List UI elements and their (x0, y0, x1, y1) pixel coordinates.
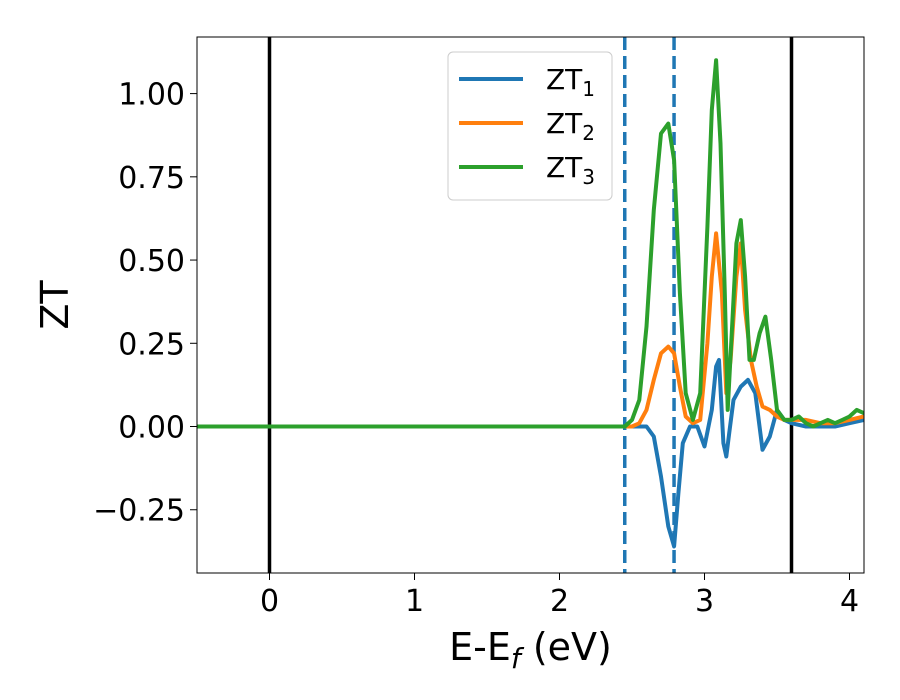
legend: ZT1 ZT2 ZT3 (447, 51, 613, 201)
series-line-2 (197, 231, 864, 429)
x-tick-label-4: 4 (840, 584, 859, 619)
y-axis-ticks: −0.25 0.00 0.25 0.50 0.75 1.00 (93, 78, 197, 529)
x-axis-ticks: 0 1 2 3 4 (260, 573, 859, 619)
y-axis-label: ZT (33, 280, 77, 330)
x-axis-label: E-Ef (eV) (449, 625, 612, 675)
x-tick-label-2: 2 (550, 584, 569, 619)
legend-box (447, 51, 613, 201)
y-tick-label-3: 0.50 (118, 244, 185, 279)
x-axis-label-main: E-E (449, 625, 511, 669)
y-tick-label-0: −0.25 (93, 494, 185, 529)
series-line-1 (197, 357, 864, 549)
x-axis-label-unit: (eV) (521, 625, 612, 669)
y-tick-label-2: 0.25 (118, 327, 185, 362)
y-tick-label-4: 0.75 (118, 161, 185, 196)
x-tick-label-1: 1 (405, 584, 424, 619)
legend-label-1: ZT1 (546, 63, 595, 101)
plot-frame (196, 36, 865, 574)
series-line-3 (197, 58, 864, 429)
y-tick-label-1: 0.00 (118, 411, 185, 446)
plot-content (197, 37, 864, 573)
legend-label-3: ZT3 (546, 151, 595, 189)
legend-label-2: ZT2 (546, 107, 595, 145)
y-tick-label-5: 1.00 (118, 78, 185, 113)
x-tick-label-0: 0 (260, 584, 279, 619)
x-tick-label-3: 3 (695, 584, 714, 619)
